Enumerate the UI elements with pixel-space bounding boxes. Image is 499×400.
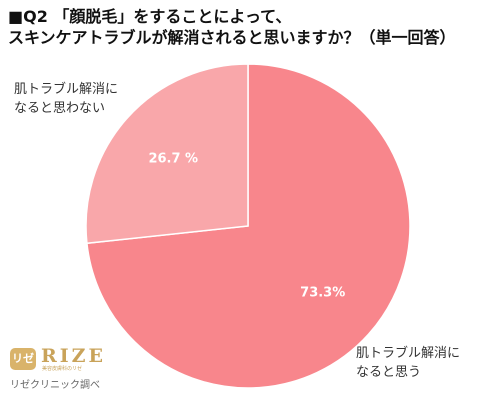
slice-label-not-improve-line-2: なると思わない (14, 101, 106, 116)
pie-slice-1 (85, 63, 249, 245)
slice-label-improve: 肌トラブル解消に なると思う (356, 344, 460, 382)
pie-slice-value-label-1: 26.7 % (148, 151, 198, 166)
slice-label-improve-line-1: 肌トラブル解消に (356, 346, 461, 361)
rize-logo-word: RIZE (41, 345, 107, 367)
slice-label-not-improve: 肌トラブル解消に なると思わない (14, 80, 118, 118)
slice-label-improve-line-2: なると思う (356, 365, 422, 380)
rize-logo-mark: リゼ (10, 348, 36, 370)
rize-logo-subtitle: 美容皮膚科のリゼ (42, 366, 83, 372)
pie-slice-value-label-0: 73.3% (300, 286, 345, 301)
rize-logo: リゼ RIZE 美容皮膚科のリゼ リゼクリニック調べ (10, 345, 130, 392)
chart-title-line-1: ■Q2 「顔脱毛」をすることによって、 (8, 7, 292, 26)
chart-title-line-2: スキンケアトラブルが解消されると思いますか？（単一回答） (8, 28, 456, 47)
chart-title: ■Q2 「顔脱毛」をすることによって、 スキンケアトラブルが解消されると思います… (8, 6, 494, 48)
source-caption: リゼクリニック調べ (10, 380, 100, 391)
slice-label-not-improve-line-1: 肌トラブル解消に (14, 82, 119, 97)
